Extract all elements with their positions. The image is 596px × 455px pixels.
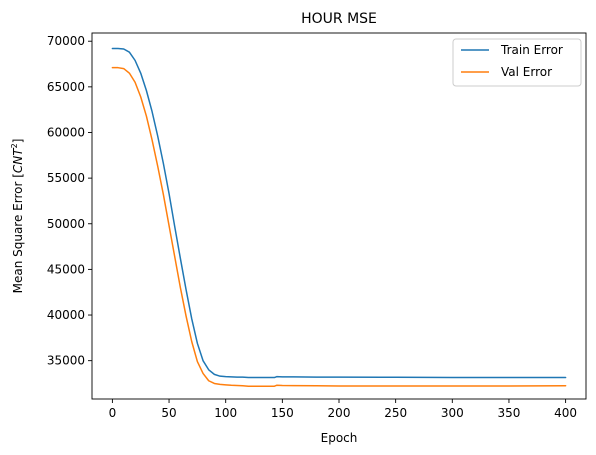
y-axis-label-sup: 2: [10, 143, 19, 148]
series-line-train-error: [111, 47, 567, 379]
legend-label-train-error: Train Error: [500, 43, 563, 57]
x-tick-label: 0: [109, 406, 117, 420]
x-tick-label: 100: [214, 406, 237, 420]
y-axis-label-math: CNT: [11, 147, 25, 173]
y-tick-label: 70000: [47, 34, 85, 48]
series-line-val-error: [111, 66, 567, 387]
y-tick-label: 50000: [47, 217, 85, 231]
y-axis-label-main: Mean Square Error [: [11, 173, 25, 293]
y-tick-label: 60000: [47, 125, 85, 139]
y-axis-label: Mean Square Error [CNT2]: [10, 139, 25, 294]
y-axis-label-close: ]: [11, 139, 25, 144]
y-tick-label: 35000: [47, 354, 85, 368]
x-axis-label: Epoch: [321, 431, 358, 445]
y-tick-label: 45000: [47, 262, 85, 276]
x-tick-label: 200: [328, 406, 351, 420]
series-layer: [111, 47, 567, 387]
axes: 0 50 100 150 200 250 300 350 400 35000 40000 45000 5…: [47, 34, 577, 420]
x-tick-label: 400: [554, 406, 577, 420]
legend-label-val-error: Val Error: [501, 65, 552, 79]
x-tick-label: 250: [384, 406, 407, 420]
x-tick-label: 350: [498, 406, 521, 420]
x-tick-label: 50: [161, 406, 176, 420]
y-tick-label: 65000: [47, 80, 85, 94]
legend: Train Error Val Error: [452, 38, 582, 87]
y-tick-label: 40000: [47, 308, 85, 322]
x-tick-label: 300: [441, 406, 464, 420]
y-tick-label: 55000: [47, 171, 85, 185]
x-tick-label: 150: [271, 406, 294, 420]
chart-title: HOUR MSE: [301, 11, 377, 27]
